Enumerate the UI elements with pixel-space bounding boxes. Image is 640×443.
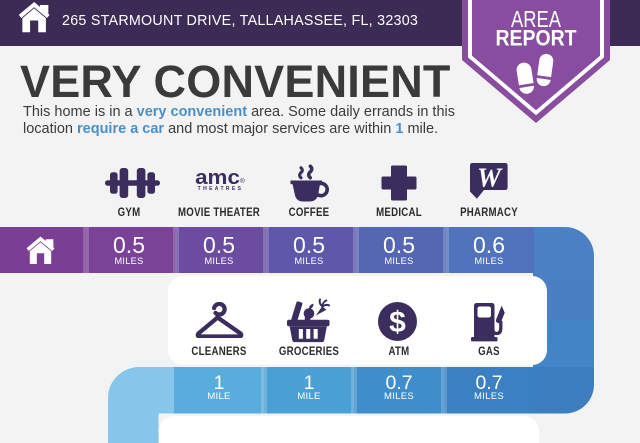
svg-text:REPORT: REPORT [496, 26, 577, 51]
svg-text:AREA: AREA [511, 6, 562, 32]
svg-text:$: $ [389, 306, 406, 339]
svg-text:W: W [477, 163, 503, 193]
